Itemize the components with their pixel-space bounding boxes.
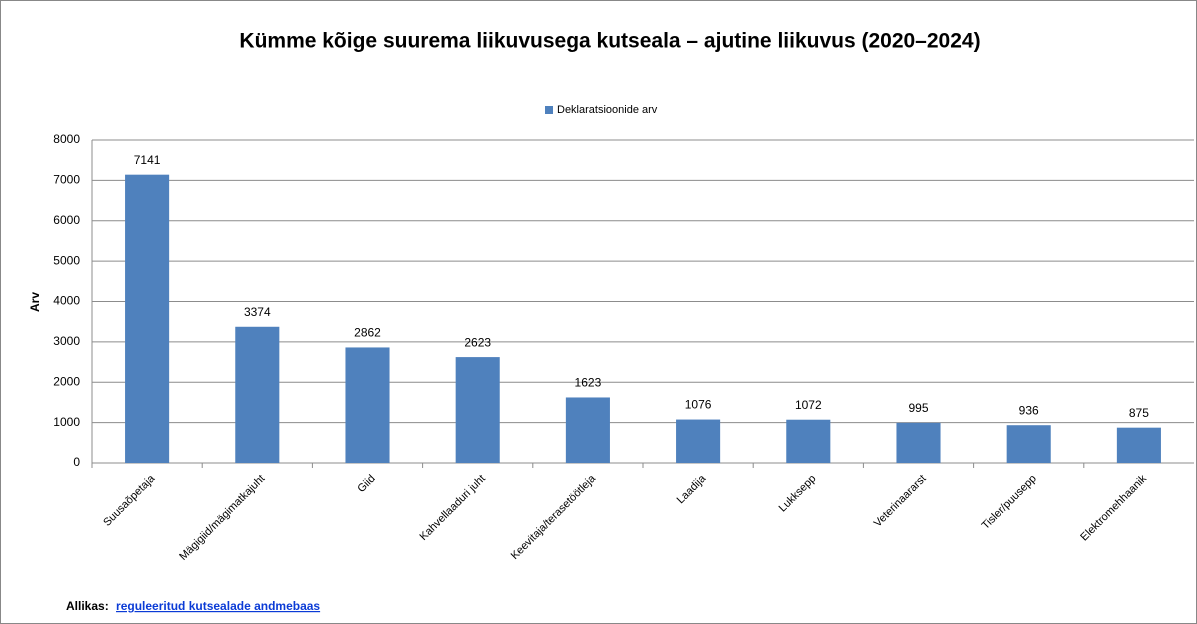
y-tick-label: 5000 (53, 253, 80, 267)
y-tick-label: 2000 (53, 374, 80, 388)
y-axis-label: Arv (28, 292, 42, 312)
bar (235, 326, 280, 463)
bar (455, 357, 500, 463)
y-tick-label: 3000 (53, 334, 80, 348)
bar (1006, 425, 1051, 463)
y-tick-label: 7000 (53, 173, 80, 187)
y-tick-label: 1000 (53, 415, 80, 429)
bar (565, 397, 610, 463)
y-tick-label: 6000 (53, 213, 80, 227)
data-label: 1076 (685, 398, 712, 412)
source-label: Allikas: (66, 599, 109, 613)
bar (896, 422, 941, 463)
bar (786, 419, 831, 463)
bar (1116, 427, 1161, 463)
data-label: 1623 (575, 376, 602, 390)
data-label: 7141 (134, 153, 161, 167)
chart-title: Kümme kõige suurema liikuvusega kutseala… (239, 30, 980, 53)
data-label: 2862 (354, 326, 381, 340)
source: Allikas: reguleeritud kutsealade andmeba… (66, 599, 320, 613)
y-tick-label: 8000 (53, 132, 80, 146)
data-label: 3374 (244, 305, 271, 319)
y-tick-label: 0 (73, 455, 80, 469)
y-tick-label: 4000 (53, 294, 80, 308)
legend-label: Deklaratsioonide arv (557, 104, 658, 116)
bar (676, 419, 721, 463)
data-label: 875 (1129, 406, 1149, 420)
data-label: 2623 (464, 335, 491, 349)
legend-swatch (545, 106, 553, 114)
source-link[interactable]: reguleeritud kutsealade andmebaas (116, 599, 320, 613)
bar (345, 347, 390, 463)
data-label: 1072 (795, 398, 822, 412)
bar (125, 174, 170, 463)
data-label: 995 (908, 401, 928, 415)
data-label: 936 (1019, 403, 1039, 417)
